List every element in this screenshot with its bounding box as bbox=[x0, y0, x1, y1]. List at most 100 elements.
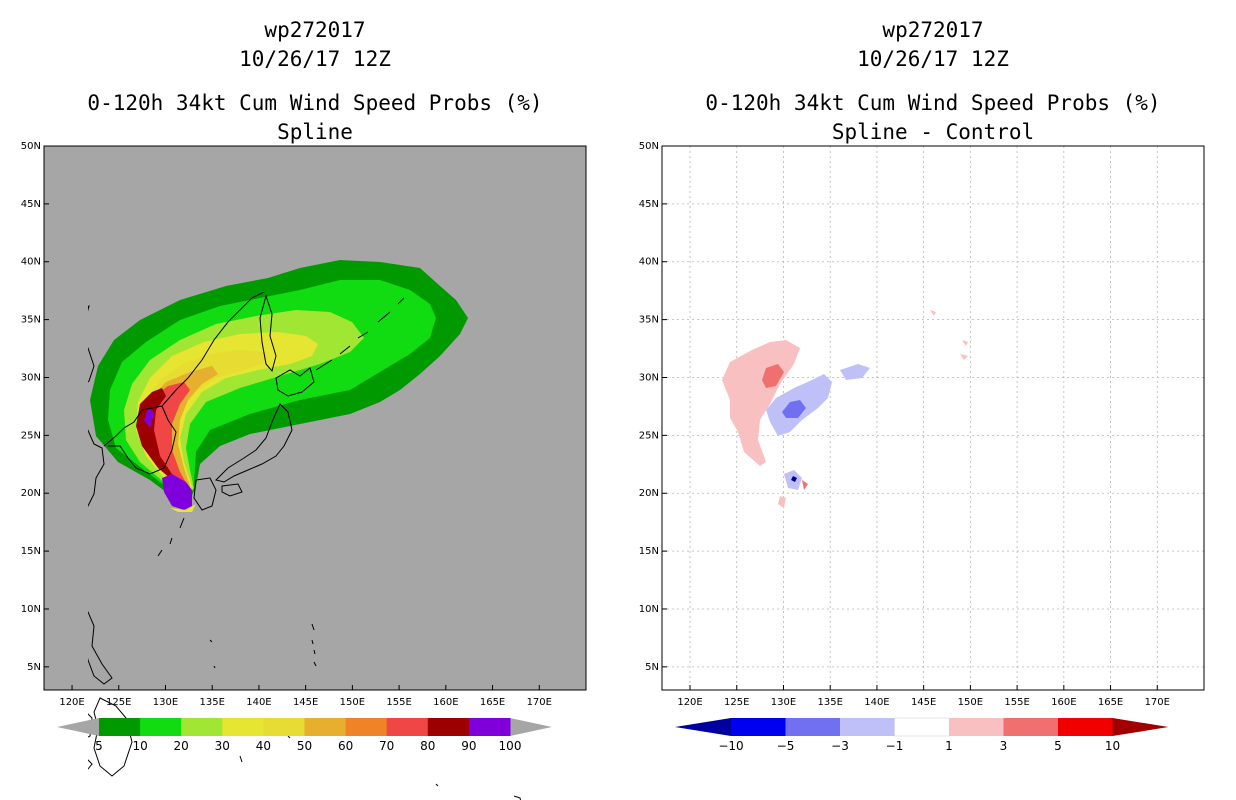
contour-swath-tip bbox=[170, 504, 196, 512]
diff-negative-3to5 bbox=[782, 400, 806, 418]
right-ytick-label: 50N bbox=[639, 141, 659, 152]
right-subtitle: Spline - Control bbox=[831, 120, 1035, 144]
left-ytick-label: 30N bbox=[21, 372, 41, 383]
right-ytick-label: 45N bbox=[639, 199, 659, 210]
colorbar-swatch bbox=[345, 718, 388, 736]
right-ytick-label: 25N bbox=[639, 430, 659, 441]
diff-positive-south bbox=[802, 480, 808, 490]
left-datetime: 10/26/17 12Z bbox=[239, 47, 391, 71]
colorbar-label: 10 bbox=[1105, 739, 1120, 753]
right-product-title: 0-120h 34kt Cum Wind Speed Probs (%) bbox=[705, 91, 1161, 115]
right-ytick-label: 30N bbox=[639, 372, 659, 383]
left-ytick-label: 15N bbox=[21, 546, 41, 557]
right-xtick-label: 120E bbox=[677, 697, 702, 708]
diff-positive-3to5 bbox=[762, 364, 784, 388]
colorbar-label: 1 bbox=[945, 739, 953, 753]
right-map-frame bbox=[661, 145, 1205, 691]
colorbar-label: 30 bbox=[215, 739, 230, 753]
right-chart-titles: wp272017 10/26/17 12Z 0-120h 34kt Cum Wi… bbox=[662, 16, 1204, 147]
colorbar-swatch bbox=[99, 718, 141, 736]
left-ytick-label: 45N bbox=[21, 199, 41, 210]
diff-negative-core bbox=[791, 476, 797, 482]
colorbar-swatch bbox=[468, 718, 511, 736]
colorbar-arrow-low bbox=[57, 718, 99, 736]
right-ytick-label: 20N bbox=[639, 488, 659, 499]
left-subtitle: Spline bbox=[277, 120, 353, 144]
right-ytick-label: 35N bbox=[639, 315, 659, 326]
colorbar-swatch bbox=[181, 718, 223, 736]
left-xtick-label: 130E bbox=[153, 697, 178, 708]
left-ytick-label: 25N bbox=[21, 430, 41, 441]
contour-90-small bbox=[144, 408, 154, 428]
colorbar-swatch bbox=[731, 718, 786, 736]
colorbar-arrow-high bbox=[1112, 718, 1169, 736]
left-xtick-label: 120E bbox=[59, 697, 84, 708]
right-ytick-label: 10N bbox=[639, 604, 659, 615]
colorbar-swatch bbox=[304, 718, 347, 736]
left-xtick-label: 155E bbox=[386, 697, 411, 708]
colorbar-label: 5 bbox=[1054, 739, 1062, 753]
colorbar-label: 60 bbox=[338, 739, 353, 753]
colorbar-label: −1 bbox=[886, 739, 904, 753]
diff-positive-south-2 bbox=[778, 496, 786, 508]
right-gridlines bbox=[662, 146, 1204, 690]
right-xtick-label: 125E bbox=[724, 697, 749, 708]
right-ytick-label: 40N bbox=[639, 257, 659, 268]
left-map-panel: 120E 125E 130E 135E 140E 145E 150E 155E 160E 165E… bbox=[21, 141, 587, 708]
left-colorbar: 5 10 20 30 40 50 60 70 80 90 100 bbox=[57, 718, 552, 753]
left-xtick-label: 170E bbox=[527, 697, 552, 708]
colorbar-label: 70 bbox=[379, 739, 394, 753]
colorbar-swatch bbox=[1003, 718, 1059, 736]
right-xtick-label: 135E bbox=[818, 697, 843, 708]
colorbar-swatch bbox=[1058, 718, 1113, 736]
colorbar-swatch bbox=[222, 718, 264, 736]
right-ytick-label: 15N bbox=[639, 546, 659, 557]
right-xtick-label: 160E bbox=[1051, 697, 1076, 708]
colorbar-label: 80 bbox=[420, 739, 435, 753]
left-ytick-label: 50N bbox=[21, 141, 41, 152]
colorbar-swatch bbox=[894, 717, 950, 737]
right-xtick-label: 140E bbox=[864, 697, 889, 708]
left-map-frame bbox=[43, 145, 587, 691]
right-difference-field bbox=[722, 310, 968, 508]
colorbar-label: 20 bbox=[174, 739, 189, 753]
right-xtick-label: 165E bbox=[1098, 697, 1123, 708]
left-xtick-label: 150E bbox=[340, 697, 365, 708]
right-xtick-label: 170E bbox=[1145, 697, 1170, 708]
left-xtick-label: 125E bbox=[106, 697, 131, 708]
left-ytick-label: 5N bbox=[27, 662, 41, 673]
colorbar-swatch bbox=[263, 718, 305, 736]
colorbar-arrow-low bbox=[675, 718, 731, 736]
colorbar-swatch bbox=[140, 718, 182, 736]
left-xtick-label: 135E bbox=[200, 697, 225, 708]
colorbar-swatch bbox=[949, 718, 1004, 736]
left-xtick-label: 145E bbox=[293, 697, 318, 708]
colorbar-label: 5 bbox=[95, 739, 103, 753]
left-chart-titles: wp272017 10/26/17 12Z 0-120h 34kt Cum Wi… bbox=[44, 16, 586, 147]
left-ytick-label: 10N bbox=[21, 604, 41, 615]
colorbar-label: −5 bbox=[777, 739, 795, 753]
right-xtick-label: 145E bbox=[911, 697, 936, 708]
colorbar-label: 100 bbox=[499, 739, 522, 753]
left-storm-id: wp272017 bbox=[264, 18, 366, 42]
colorbar-label: 3 bbox=[1000, 739, 1008, 753]
left-probability-swath bbox=[90, 260, 468, 512]
right-ytick-label: 5N bbox=[645, 662, 659, 673]
right-colorbar: −10 −5 −3 −1 1 3 5 10 bbox=[675, 717, 1169, 753]
left-xtick-label: 165E bbox=[480, 697, 505, 708]
left-product-title: 0-120h 34kt Cum Wind Speed Probs (%) bbox=[87, 91, 543, 115]
contour-90 bbox=[162, 474, 192, 510]
left-axis-ticks: 120E 125E 130E 135E 140E 145E 150E 155E 160E 165E… bbox=[21, 141, 552, 708]
colorbar-label: −3 bbox=[831, 739, 849, 753]
right-datetime: 10/26/17 12Z bbox=[857, 47, 1009, 71]
colorbar-swatch bbox=[785, 718, 841, 736]
colorbar-label: −10 bbox=[718, 739, 743, 753]
left-ytick-label: 20N bbox=[21, 488, 41, 499]
colorbar-label: 10 bbox=[132, 739, 147, 753]
colorbar-label: 90 bbox=[461, 739, 476, 753]
colorbar-swatch bbox=[427, 718, 470, 736]
colorbar-swatch bbox=[386, 718, 429, 736]
colorbar-label: 40 bbox=[256, 739, 271, 753]
right-map-panel: 120E 125E 130E 135E 140E 145E 150E 155E 160E 165E… bbox=[639, 141, 1205, 708]
